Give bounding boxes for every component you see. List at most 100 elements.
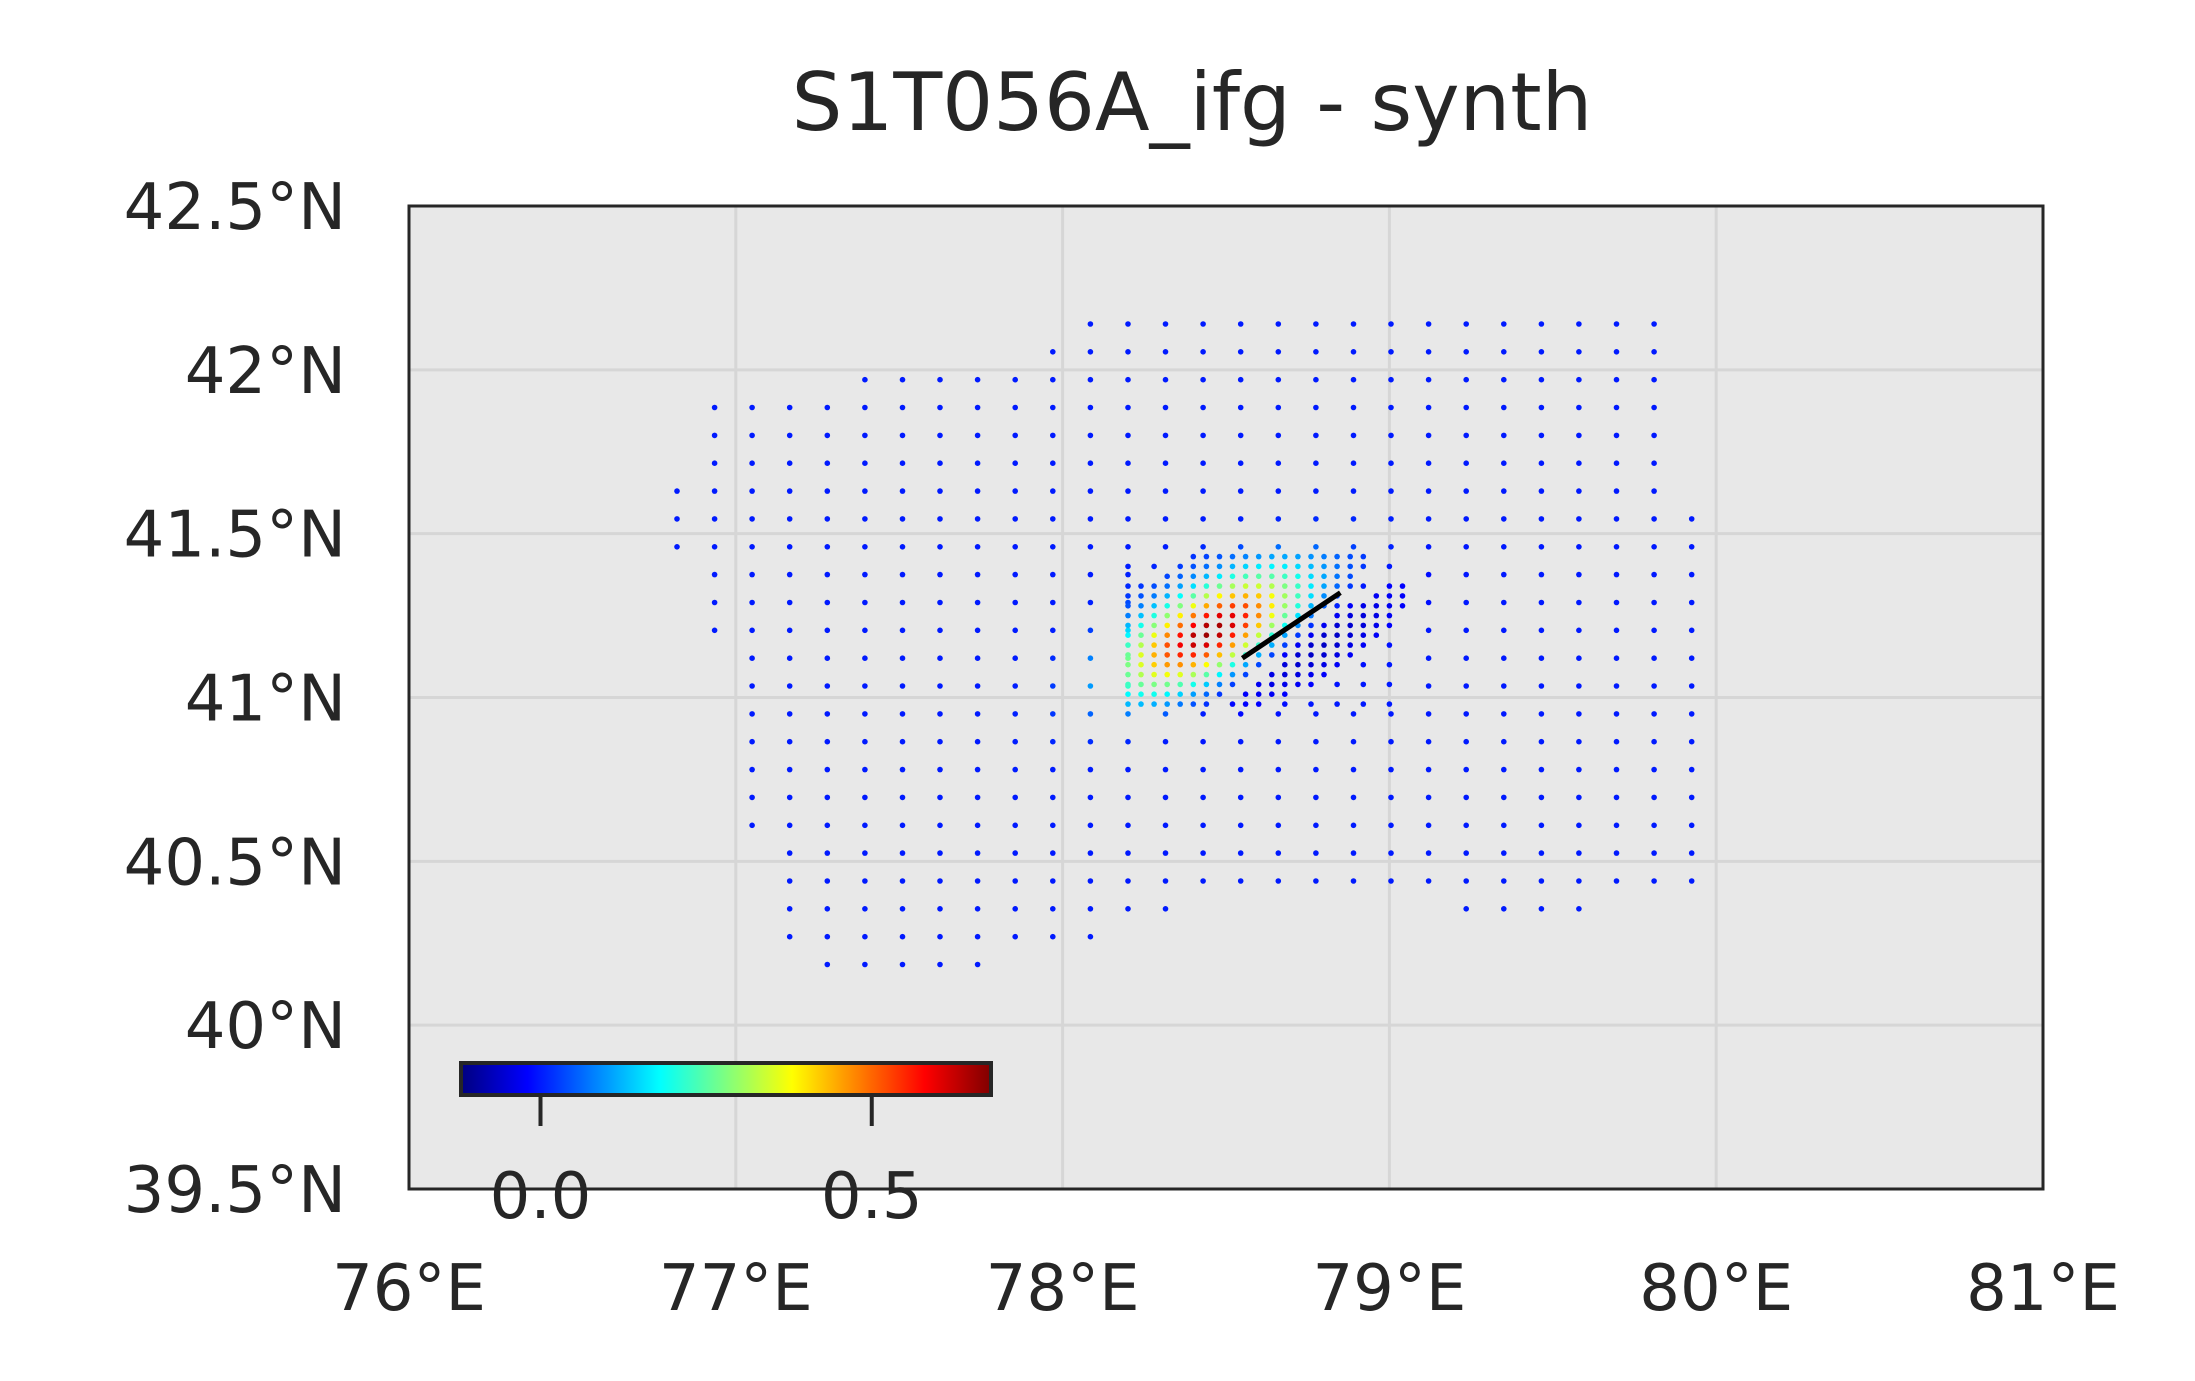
data-point-729 [1229, 593, 1236, 599]
data-point-151 [1501, 766, 1507, 773]
data-point-67 [1275, 850, 1282, 856]
data-point-299 [1425, 571, 1432, 578]
data-point-414 [1613, 460, 1620, 467]
data-point-512 [1275, 321, 1282, 327]
data-point-493 [1162, 349, 1169, 355]
data-point-672 [1308, 622, 1314, 629]
data-point-8 [899, 933, 906, 940]
data-point-746 [1190, 583, 1197, 589]
data-point-642 [1177, 632, 1183, 638]
fault-trace [1240, 590, 1342, 661]
data-point-794 [1386, 563, 1393, 570]
data-point-577 [1269, 671, 1275, 678]
data-point-690 [1269, 612, 1275, 619]
data-point-536 [1360, 701, 1367, 707]
data-point-129 [1651, 794, 1657, 801]
data-point-186 [862, 711, 868, 717]
data-point-705 [1203, 603, 1210, 609]
data-point-521 [1613, 321, 1620, 327]
data-point-522 [1651, 321, 1657, 327]
data-point-317 [1050, 544, 1056, 550]
data-point-391 [749, 460, 755, 467]
data-point-236 [1050, 655, 1056, 661]
data-point-292 [899, 571, 906, 578]
data-point-41 [1237, 878, 1244, 884]
data-point-330 [1538, 544, 1545, 550]
data-point-540 [1151, 691, 1157, 697]
data-point-727 [1203, 593, 1210, 599]
data-point-232 [899, 655, 906, 661]
data-point-206 [1613, 711, 1620, 717]
data-point-344 [1012, 516, 1018, 522]
data-point-76 [1613, 850, 1620, 856]
data-point-748 [1216, 583, 1223, 589]
data-point-92 [1237, 822, 1244, 829]
data-point-430 [1237, 432, 1244, 439]
data-point-546 [1242, 691, 1249, 697]
data-point-463 [1501, 404, 1507, 411]
data-point-471 [974, 376, 981, 383]
data-point-201 [1425, 711, 1432, 717]
data-point-584 [1151, 661, 1157, 668]
data-point-187 [899, 711, 906, 717]
data-point-789 [1308, 563, 1314, 570]
data-point-591 [1242, 661, 1249, 668]
data-point-399 [1050, 460, 1056, 467]
data-point-719 [1386, 603, 1393, 609]
data-point-257 [1087, 627, 1094, 634]
data-point-419 [824, 432, 831, 439]
data-point-470 [937, 376, 943, 383]
data-point-757 [1334, 583, 1340, 589]
data-point-388 [1613, 488, 1620, 494]
data-point-792 [1347, 563, 1353, 570]
data-point-312 [862, 544, 868, 550]
data-point-209 [749, 683, 755, 689]
data-point-647 [1242, 632, 1249, 638]
data-point-130 [1688, 794, 1695, 801]
data-point-585 [1164, 661, 1170, 668]
data-point-576 [1242, 671, 1249, 678]
data-point-102 [1613, 822, 1620, 829]
data-point-422 [937, 432, 943, 439]
data-point-252 [899, 627, 906, 634]
data-point-699 [1125, 603, 1131, 609]
data-point-715 [1334, 603, 1340, 609]
data-point-221 [1463, 683, 1469, 689]
data-point-152 [1538, 766, 1545, 773]
data-point-353 [1350, 516, 1357, 522]
data-point-247 [711, 627, 718, 634]
data-point-120 [1313, 794, 1319, 801]
data-point-156 [1688, 766, 1695, 773]
data-point-446 [862, 404, 868, 411]
data-point-75 [1576, 850, 1582, 856]
data-point-395 [899, 460, 906, 467]
data-point-141 [1125, 766, 1131, 773]
data-point-646 [1229, 632, 1236, 638]
data-point-342 [937, 516, 943, 522]
data-point-370 [937, 488, 943, 494]
data-point-648 [1255, 632, 1262, 638]
data-point-658 [1125, 622, 1131, 629]
data-point-174 [1388, 738, 1394, 745]
data-point-472 [1012, 376, 1018, 383]
colorbar-gradient [459, 1061, 993, 1097]
data-point-589 [1216, 661, 1223, 668]
data-point-364 [711, 488, 718, 494]
data-point-397 [974, 460, 981, 467]
data-point-109 [899, 794, 906, 801]
data-point-114 [1087, 794, 1094, 801]
data-point-403 [1200, 460, 1206, 467]
data-point-630 [1282, 642, 1288, 648]
data-point-285 [1651, 599, 1657, 606]
data-point-122 [1388, 794, 1394, 801]
data-point-44 [1350, 878, 1357, 884]
data-point-331 [1576, 544, 1582, 550]
data-point-735 [1308, 593, 1314, 599]
data-point-283 [1576, 599, 1582, 606]
data-point-684 [1190, 612, 1197, 619]
data-point-541 [1164, 691, 1170, 697]
data-point-311 [824, 544, 831, 550]
data-point-294 [974, 571, 981, 578]
data-point-88 [1087, 822, 1094, 829]
data-point-785 [1255, 563, 1262, 570]
